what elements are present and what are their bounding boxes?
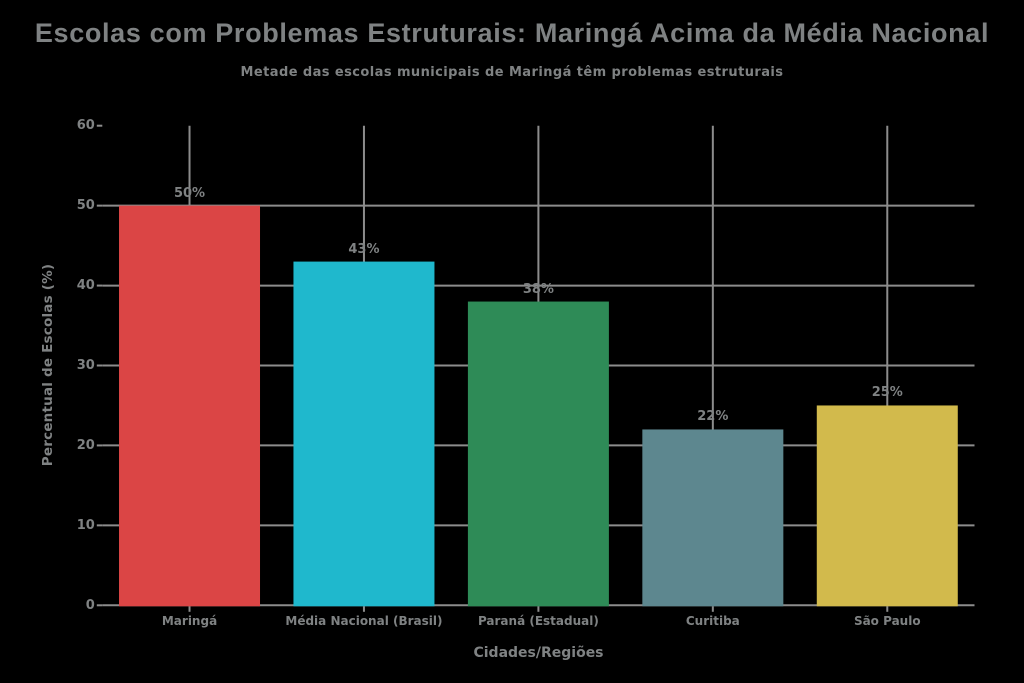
- y-axis-title-text: Percentual de Escolas (%): [40, 263, 56, 467]
- bar-São Paulo: [816, 405, 958, 607]
- chart-subtitle: Metade das escolas municipais de Maringá…: [240, 65, 784, 80]
- y-tick-label: 30: [76, 358, 95, 373]
- y-tick-label: 20: [76, 437, 95, 453]
- x-tick-label: Média Nacional (Brasil): [285, 614, 443, 629]
- x-tick-label: Paraná (Estadual): [477, 614, 599, 629]
- x-tick-label: Curitiba: [685, 614, 740, 629]
- y-tick-label: 60: [76, 118, 95, 134]
- y-tick-label: 40: [76, 278, 95, 294]
- chart-title: Escolas com Problemas Estruturais: Marin…: [34, 18, 990, 48]
- bar-Maringá: [119, 205, 261, 607]
- y-tick-label: 0: [85, 597, 95, 613]
- x-tick-label: Maringá: [161, 614, 218, 629]
- bar-value-label: 25%: [871, 385, 903, 401]
- bar-Curitiba: [642, 429, 784, 607]
- bar-Paraná (Estadual): [467, 301, 609, 607]
- y-tick-label: 10: [76, 517, 95, 533]
- bar-value-label: 22%: [697, 409, 729, 425]
- bar-value-label: 50%: [173, 185, 206, 201]
- bar-value-label: 43%: [348, 241, 380, 257]
- x-tick-label: São Paulo: [853, 614, 921, 629]
- bar-value-label: 38%: [522, 281, 554, 297]
- x-axis-title: Cidades/Regiões: [473, 645, 604, 661]
- y-tick-label: 50: [76, 198, 95, 214]
- bar-Média Nacional (Brasil): [293, 261, 435, 607]
